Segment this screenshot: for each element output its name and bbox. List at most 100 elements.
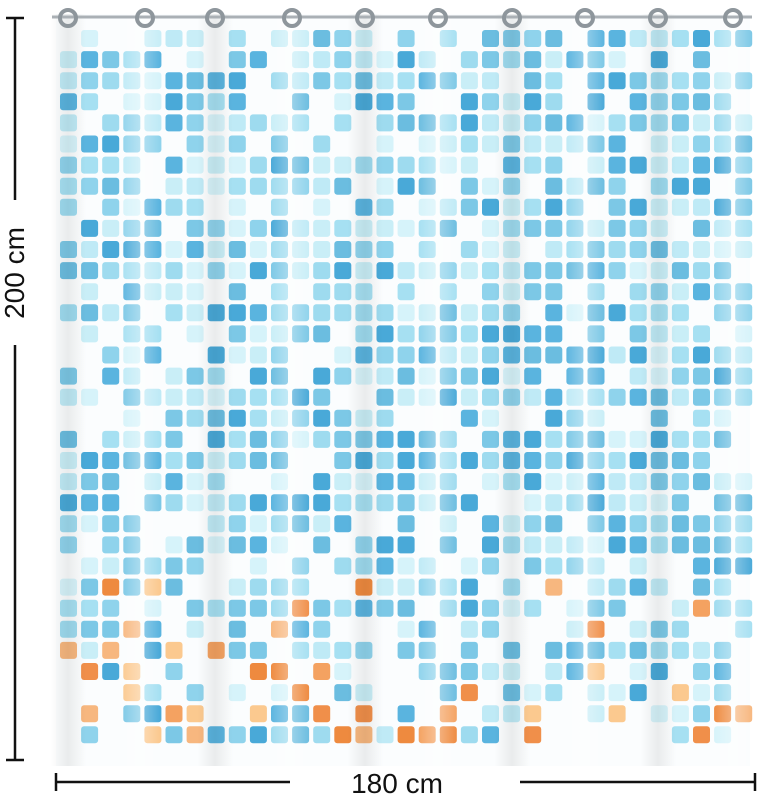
tile	[693, 409, 710, 427]
tile	[545, 325, 563, 343]
tile	[671, 494, 689, 512]
tile	[545, 135, 563, 153]
tile	[249, 726, 267, 744]
tile	[228, 219, 246, 237]
tile	[460, 388, 478, 406]
tile	[249, 367, 267, 385]
ring	[135, 8, 155, 28]
tile	[397, 473, 415, 491]
tile	[671, 346, 689, 364]
tile	[608, 114, 626, 132]
tile	[228, 72, 246, 90]
tile	[693, 241, 710, 258]
tile	[228, 346, 246, 364]
tile	[397, 72, 415, 90]
tile	[693, 93, 710, 111]
tile	[460, 494, 478, 512]
tile	[102, 304, 120, 322]
tile	[102, 536, 120, 554]
tile	[397, 114, 415, 132]
tile	[102, 515, 120, 533]
tile	[102, 135, 120, 153]
ring	[723, 8, 743, 28]
tile	[313, 409, 331, 427]
tile	[165, 641, 183, 659]
tile	[228, 599, 246, 617]
tile	[608, 72, 626, 90]
tile	[228, 325, 246, 343]
tile	[460, 114, 478, 132]
tile	[671, 198, 689, 216]
tile	[460, 409, 478, 427]
tile	[165, 283, 183, 301]
tile	[671, 241, 689, 258]
tile	[693, 705, 710, 723]
tile	[608, 430, 626, 448]
tile	[249, 241, 267, 258]
tile	[228, 135, 246, 153]
tile	[671, 177, 689, 195]
tile	[671, 93, 689, 111]
tile	[460, 557, 478, 575]
fold-highlight	[418, 14, 458, 766]
tile	[545, 473, 563, 491]
tile	[165, 409, 183, 427]
tile	[693, 367, 710, 385]
tile	[671, 72, 689, 90]
ring	[282, 8, 302, 28]
tile	[249, 515, 267, 533]
tile	[397, 430, 415, 448]
tile	[228, 430, 246, 448]
tile	[545, 283, 563, 301]
tile	[165, 72, 183, 90]
tile	[671, 304, 689, 322]
tile	[249, 430, 267, 448]
tile	[460, 726, 478, 744]
tile	[249, 219, 267, 237]
tile	[545, 388, 563, 406]
tile	[397, 51, 415, 69]
tile	[693, 219, 710, 237]
tile	[693, 283, 710, 301]
tile	[249, 599, 267, 617]
tile	[545, 262, 563, 280]
tile	[102, 430, 120, 448]
tile	[460, 51, 478, 69]
tile	[313, 72, 331, 90]
tile	[165, 430, 183, 448]
tile	[228, 198, 246, 216]
tile	[102, 51, 120, 69]
tile	[671, 430, 689, 448]
tile	[671, 156, 689, 174]
ring	[428, 8, 448, 28]
tile	[671, 30, 689, 47]
tile	[397, 219, 415, 237]
tile	[608, 177, 626, 195]
tile	[249, 705, 267, 723]
tile	[608, 705, 626, 723]
tile	[249, 452, 267, 469]
ring	[205, 8, 225, 28]
tile	[165, 198, 183, 216]
tile	[545, 663, 563, 680]
tile	[693, 515, 710, 533]
tile	[608, 578, 626, 596]
tile	[460, 241, 478, 258]
tile	[228, 409, 246, 427]
tile	[608, 473, 626, 491]
tile	[165, 726, 183, 744]
tile	[608, 198, 626, 216]
tile	[460, 135, 478, 153]
tile	[165, 494, 183, 512]
tile	[313, 219, 331, 237]
tile	[313, 726, 331, 744]
tile	[165, 663, 183, 680]
tile	[460, 72, 478, 90]
tile	[228, 262, 246, 280]
tile	[671, 599, 689, 617]
rings	[58, 8, 743, 28]
tile	[313, 241, 331, 258]
tile	[249, 304, 267, 322]
tile	[545, 51, 563, 69]
tile	[608, 30, 626, 47]
